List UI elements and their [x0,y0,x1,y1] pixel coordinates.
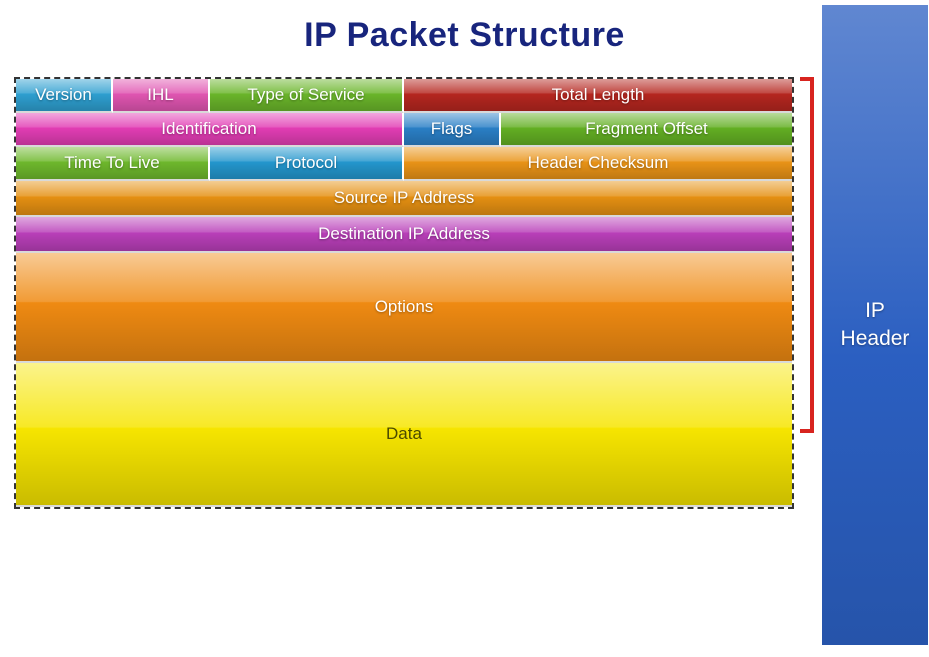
field-total-length: Total Length [404,79,792,113]
packet-row: Data [16,363,792,507]
packet-row: Options [16,253,792,363]
field-header-checksum: Header Checksum [404,147,792,181]
field-data: Data [16,363,792,507]
packet-row: Destination IP Address [16,217,792,253]
packet-row: IdentificationFlagsFragment Offset [16,113,792,147]
field-flags: Flags [404,113,501,147]
field-version: Version [16,79,113,113]
field-options: Options [16,253,792,363]
field-time-to-live: Time To Live [16,147,210,181]
ip-header-bracket [800,77,818,433]
field-identification: Identification [16,113,404,147]
field-type-of-service: Type of Service [210,79,404,113]
ip-header-label: IPHeader [822,5,928,645]
field-ihl: IHL [113,79,210,113]
field-fragment-offset: Fragment Offset [501,113,792,147]
packet-grid: VersionIHLType of ServiceTotal LengthIde… [14,77,794,509]
packet-row: Time To LiveProtocolHeader Checksum [16,147,792,181]
field-protocol: Protocol [210,147,404,181]
packet-row: Source IP Address [16,181,792,217]
field-source-ip-address: Source IP Address [16,181,792,217]
page-title: IP Packet Structure [0,16,929,55]
field-destination-ip-address: Destination IP Address [16,217,792,253]
packet-row: VersionIHLType of ServiceTotal Length [16,79,792,113]
diagram-wrap: VersionIHLType of ServiceTotal LengthIde… [14,77,914,509]
